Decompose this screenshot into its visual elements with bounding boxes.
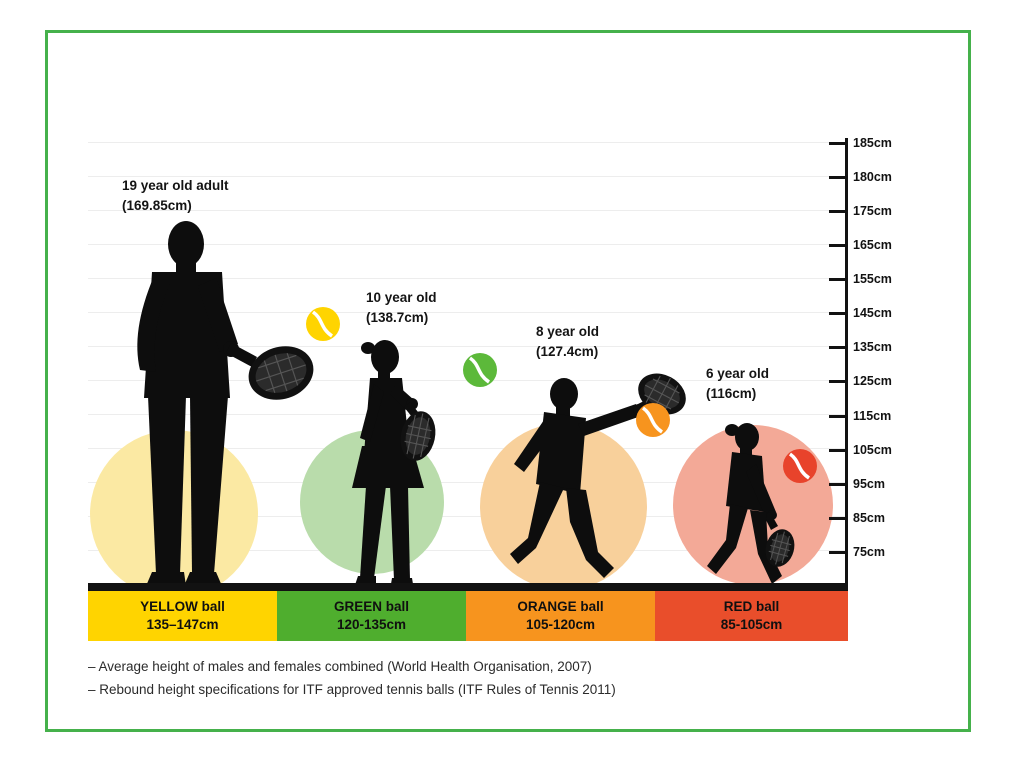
ruler-tick: 85cm <box>829 510 885 526</box>
tick-label: 135cm <box>853 340 892 354</box>
ground-line <box>88 583 848 591</box>
figure-adult-silhouette <box>137 221 314 586</box>
figure-height: (116cm) <box>706 386 757 402</box>
tick-label: 145cm <box>853 306 892 320</box>
figure-10yo-silhouette <box>352 340 436 590</box>
tick-mark <box>829 414 845 418</box>
figure-height: (138.7cm) <box>366 310 429 326</box>
ruler-tick: 145cm <box>829 305 892 321</box>
ruler-tick: 165cm <box>829 237 892 253</box>
tick-mark <box>829 243 845 247</box>
tick-label: 85cm <box>853 511 885 525</box>
border-frame <box>45 30 971 732</box>
tick-mark <box>829 175 845 179</box>
tennis-ball-green-icon <box>463 353 497 387</box>
band-range: 85-105cm <box>720 617 783 632</box>
tick-label: 75cm <box>853 545 885 559</box>
tick-mark <box>829 379 845 383</box>
band-name: ORANGE ball <box>517 599 604 615</box>
figure-label-6yo: 6 year old (116cm) <box>706 364 769 405</box>
tick-mark <box>829 209 845 213</box>
figure-6yo-silhouette <box>707 423 795 584</box>
height-ruler-axis <box>845 138 848 590</box>
tick-mark <box>829 516 845 520</box>
footnote-2: – Rebound height specifications for ITF … <box>88 681 616 697</box>
band-green-ball: GREEN ball 120-135cm <box>277 591 466 641</box>
figure-age: 10 year old <box>366 290 437 305</box>
figure-label-8yo: 8 year old (127.4cm) <box>536 322 599 363</box>
tick-label: 155cm <box>853 272 892 286</box>
ruler-tick: 155cm <box>829 271 892 287</box>
tick-mark <box>829 550 845 554</box>
tick-label: 180cm <box>853 170 892 184</box>
racket-icon <box>248 346 314 400</box>
band-orange-ball: ORANGE ball 105-120cm <box>466 591 655 641</box>
tick-mark <box>829 311 845 315</box>
tick-label: 105cm <box>853 443 892 457</box>
ruler-tick: 135cm <box>829 339 892 355</box>
band-range: 120-135cm <box>336 617 407 632</box>
racket-icon <box>765 529 795 567</box>
figure-height: (169.85cm) <box>122 198 192 214</box>
ruler-tick: 95cm <box>829 476 885 492</box>
tick-label: 185cm <box>853 136 892 150</box>
band-name: GREEN ball <box>333 599 409 615</box>
figure-age: 6 year old <box>706 366 770 381</box>
ruler-tick: 125cm <box>829 373 892 389</box>
ruler-tick: 180cm <box>829 169 892 185</box>
band-range: 105-120cm <box>525 617 596 632</box>
tennis-ball-red-icon <box>783 449 817 483</box>
tennis-ball-yellow-icon <box>306 307 340 341</box>
tick-label: 115cm <box>853 409 892 423</box>
ruler-tick: 115cm <box>829 408 891 424</box>
band-name: YELLOW ball <box>140 599 225 615</box>
tick-mark <box>829 345 845 349</box>
tick-mark <box>829 482 845 486</box>
racket-icon <box>400 411 436 461</box>
figure-age: 19 year old adult <box>122 178 229 193</box>
band-name: RED ball <box>723 599 780 615</box>
tennis-ball-orange-icon <box>636 403 670 437</box>
figure-label-adult: 19 year old adult (169.85cm) <box>122 176 229 217</box>
ruler-tick: 105cm <box>829 442 892 458</box>
figure-label-10yo: 10 year old (138.7cm) <box>366 288 437 329</box>
band-red-ball: RED ball 85-105cm <box>655 591 848 641</box>
figure-height: (127.4cm) <box>536 344 599 360</box>
figure-age: 8 year old <box>536 324 600 339</box>
tick-label: 95cm <box>853 477 885 491</box>
ruler-tick: 175cm <box>829 203 892 219</box>
tick-label: 175cm <box>853 204 892 218</box>
tick-label: 125cm <box>853 374 892 388</box>
tick-mark <box>829 277 845 281</box>
footnotes: – Average height of males and females co… <box>88 656 616 702</box>
tick-label: 165cm <box>853 238 892 252</box>
band-yellow-ball: YELLOW ball 135–147cm <box>88 591 277 641</box>
tick-mark <box>829 141 845 145</box>
footnote-1: – Average height of males and females co… <box>88 659 592 674</box>
ruler-tick: 75cm <box>829 544 885 560</box>
tick-mark <box>829 448 845 452</box>
band-range: 135–147cm <box>146 617 219 632</box>
ruler-tick: 185cm <box>829 135 892 151</box>
